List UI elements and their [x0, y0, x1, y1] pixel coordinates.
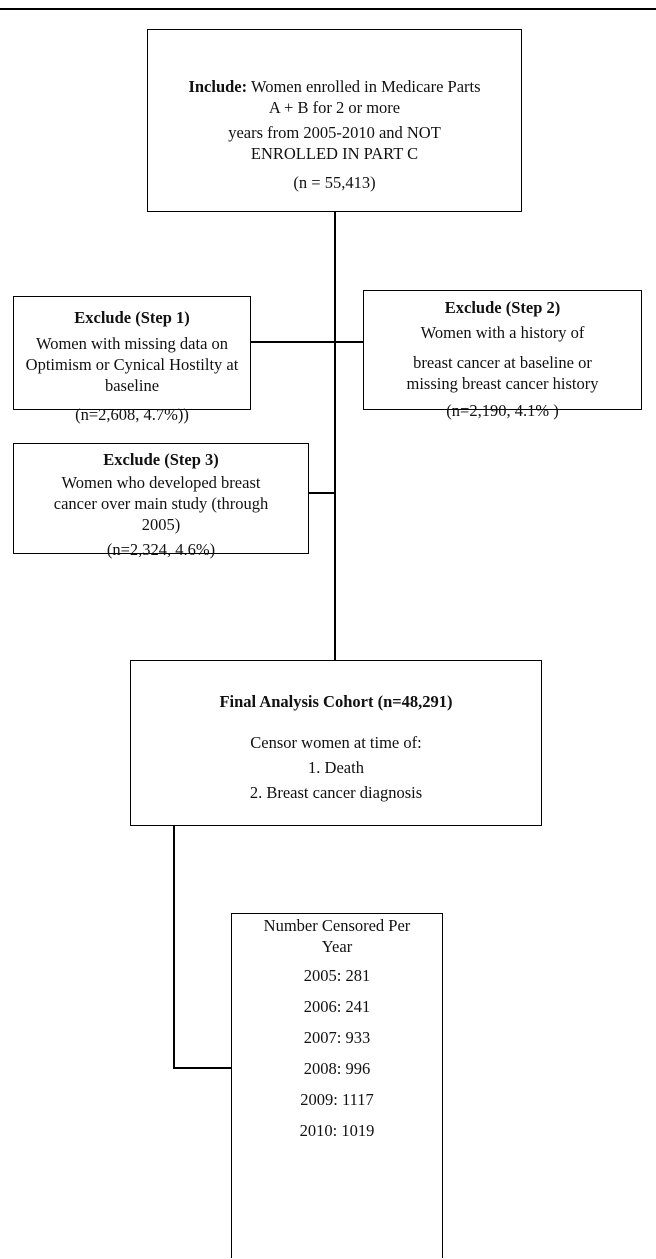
exclude-step3-line2: cancer over main study (through [53, 494, 269, 513]
exclude-step2-box: Exclude (Step 2) Women with a history of… [363, 290, 642, 420]
include-text-d: ENROLLED IN PART C [250, 144, 419, 163]
exclude-step3-box: Exclude (Step 3) Women who developed bre… [13, 443, 309, 559]
censored-year-2008: 2008: 996 [303, 1059, 371, 1078]
exclude-step1-box: Exclude (Step 1) Women with missing data… [13, 296, 251, 424]
exclude-step1-line3: baseline [104, 376, 160, 395]
censor-intro: Censor women at time of: [250, 733, 422, 752]
exclude-step3-line1: Women who developed breast [61, 473, 261, 492]
connector-final-to-censored-vertical [173, 825, 175, 1069]
final-cohort-title: Final Analysis Cohort (n=48,291) [219, 692, 453, 711]
exclude-step2-line1: Women with a history of [420, 323, 585, 342]
include-text-c: years from 2005-2010 and NOT [228, 123, 441, 142]
exclude-step1-line2: Optimism or Cynical Hostilty at [25, 355, 239, 374]
exclude-step2-count: (n=2,190, 4.1% ) [446, 401, 559, 420]
censored-title-line2: Year [321, 937, 353, 956]
censor-item-death: 1. Death [308, 758, 364, 777]
censored-per-year-box: Number Censored Per Year 2005: 281 2006:… [231, 913, 443, 1258]
include-text-a: Women enrolled in Medicare Parts [247, 77, 481, 96]
exclude-step3-count: (n=2,324, 4.6%) [106, 540, 216, 559]
connector-exclude1 [250, 341, 335, 343]
connector-exclude2 [335, 341, 364, 343]
connector-final-to-censored-horizontal [173, 1067, 232, 1069]
include-box: Include: Women enrolled in Medicare Part… [147, 29, 522, 212]
censor-item-diagnosis: 2. Breast cancer diagnosis [249, 783, 423, 802]
include-label: Include: [188, 77, 248, 96]
exclude-step2-line2: breast cancer at baseline or [413, 353, 592, 372]
censored-year-2010: 2010: 1019 [299, 1121, 375, 1140]
exclude-step2-title: Exclude (Step 2) [444, 298, 561, 317]
top-rule [0, 8, 656, 10]
exclude-step1-title: Exclude (Step 1) [74, 308, 190, 327]
final-cohort-box: Final Analysis Cohort (n=48,291) Censor … [130, 660, 542, 826]
censored-year-2009: 2009: 1117 [300, 1090, 374, 1109]
censored-title-line1: Number Censored Per [263, 916, 411, 935]
exclude-step3-line3: 2005) [141, 515, 181, 534]
censored-year-2005: 2005: 281 [303, 966, 371, 985]
exclude-step2-line3: missing breast cancer history [406, 374, 599, 393]
censored-year-2006: 2006: 241 [303, 997, 371, 1016]
include-text-b: A + B for 2 or more [268, 98, 401, 117]
exclude-step1-count: (n=2,608, 4.7%)) [75, 405, 189, 424]
connector-exclude3 [308, 492, 335, 494]
exclude-step3-title: Exclude (Step 3) [103, 450, 219, 469]
connector-include-to-final [334, 211, 336, 661]
include-count: (n = 55,413) [293, 173, 376, 192]
censored-year-2007: 2007: 933 [303, 1028, 371, 1047]
exclude-step1-line1: Women with missing data on [35, 334, 229, 353]
